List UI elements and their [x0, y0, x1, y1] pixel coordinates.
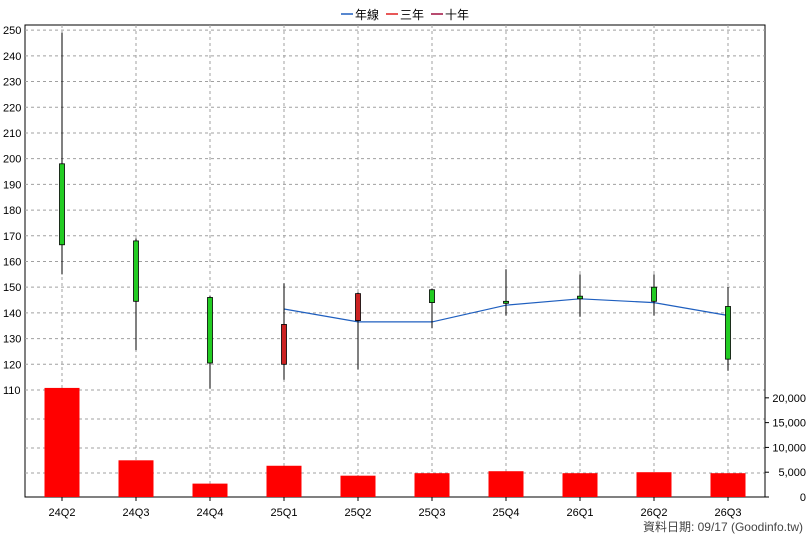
- price-tick-label: 170: [3, 231, 21, 243]
- volume-bar: [488, 471, 524, 497]
- volume-tick-label: 10,000: [772, 442, 806, 454]
- candle-body: [725, 306, 731, 360]
- price-tick-label: 130: [3, 334, 21, 346]
- volume-bars: [44, 387, 746, 497]
- volume-bar: [414, 473, 450, 497]
- x-tick-label: 25Q4: [493, 507, 520, 519]
- candle-body: [577, 295, 583, 300]
- price-axis: 110 120 130 140 150 160 170 180 190 200 210 220 230 2…: [3, 25, 21, 397]
- candle-body: [207, 297, 213, 364]
- volume-bar: [636, 472, 672, 497]
- x-tick-label: 25Q2: [345, 507, 372, 519]
- volume-tick-label: 15,000: [772, 418, 806, 430]
- volume-tick-label: 5,000: [778, 467, 806, 479]
- price-tick-label: 120: [3, 359, 21, 371]
- candle-body: [133, 240, 139, 302]
- volume-bar: [192, 483, 228, 497]
- legend-label-year: 年線: [355, 7, 379, 22]
- candle-body: [651, 286, 657, 302]
- candle-body: [429, 289, 435, 304]
- x-tick-label: 26Q2: [641, 507, 668, 519]
- price-tick-label: 200: [3, 154, 21, 166]
- x-axis-labels: 24Q2 24Q3 24Q4 25Q1 25Q2 25Q3 25Q4 26Q1 26Q2 26Q3: [49, 497, 742, 519]
- volume-bar: [44, 387, 80, 497]
- price-tick-label: 250: [3, 25, 21, 37]
- x-tick-label: 26Q3: [715, 507, 742, 519]
- candle-body: [59, 163, 65, 246]
- x-tick-label: 25Q3: [419, 507, 446, 519]
- volume-bar: [118, 460, 154, 497]
- source-label: 資料日期: 09/17 (Goodinfo.tw): [643, 520, 803, 534]
- price-tick-label: 210: [3, 128, 21, 140]
- volume-bar: [562, 473, 598, 497]
- volume-tick-label: 0: [800, 492, 806, 504]
- candle-body: [355, 293, 361, 321]
- volume-tick-label: 20,000: [772, 393, 806, 405]
- x-tick-label: 25Q1: [271, 507, 298, 519]
- candle-body: [281, 324, 287, 365]
- volume-bar: [340, 475, 376, 497]
- price-tick-label: 230: [3, 77, 21, 89]
- price-tick-label: 160: [3, 256, 21, 268]
- price-tick-label: 150: [3, 282, 21, 294]
- legend-label-ten-year: 十年: [445, 8, 469, 22]
- volume-axis: 0 5,000 10,000 15,000 20,000: [764, 378, 806, 504]
- price-tick-label: 110: [3, 385, 21, 397]
- price-tick-label: 190: [3, 179, 21, 191]
- candle-body: [503, 300, 509, 304]
- price-tick-label: 180: [3, 205, 21, 217]
- price-tick-label: 240: [3, 51, 21, 63]
- x-tick-label: 26Q1: [567, 507, 594, 519]
- legend-label-three-year: 三年: [400, 8, 424, 22]
- volume-bar: [710, 473, 746, 497]
- candlesticks: [59, 32, 731, 389]
- chart-legend: 年線 三年 十年: [341, 7, 469, 22]
- x-tick-label: 24Q4: [197, 507, 224, 519]
- plot-area: [24, 24, 766, 498]
- volume-bar: [266, 465, 302, 497]
- x-tick-label: 24Q3: [123, 507, 150, 519]
- x-tick-label: 24Q2: [49, 507, 76, 519]
- price-tick-label: 140: [3, 308, 21, 320]
- price-tick-label: 220: [3, 102, 21, 114]
